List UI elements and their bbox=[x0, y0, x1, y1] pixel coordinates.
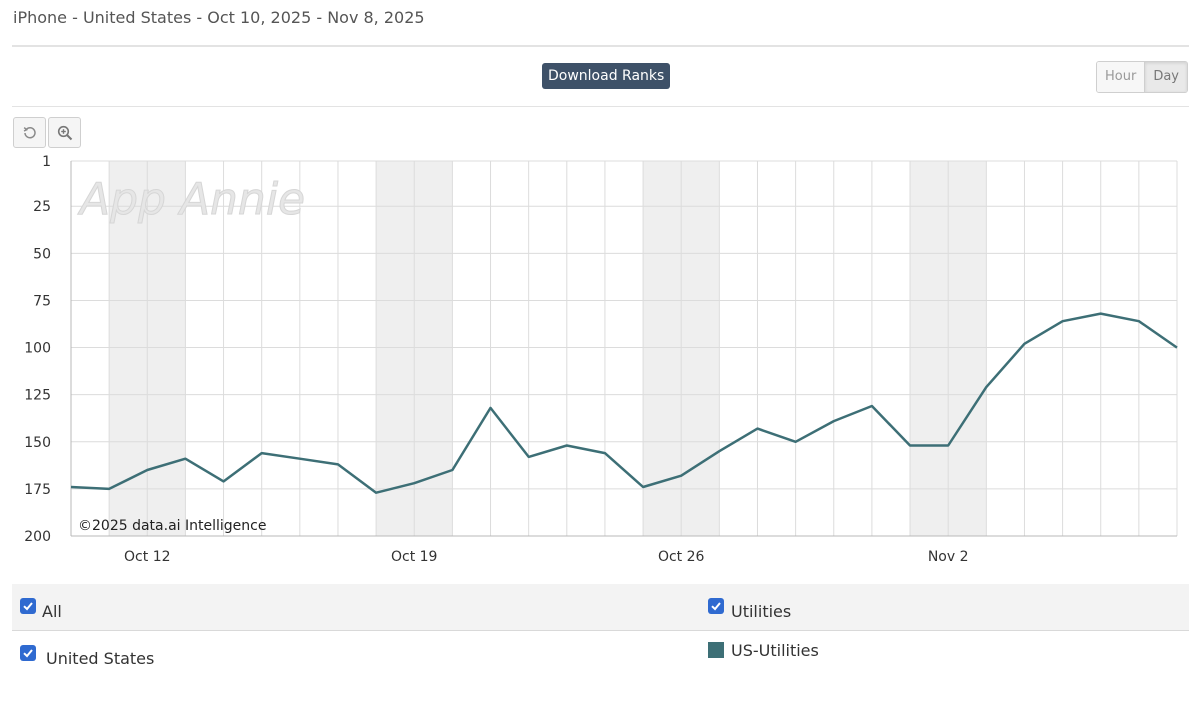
united-states-checkbox[interactable] bbox=[20, 645, 36, 661]
data-point bbox=[412, 481, 416, 485]
x-tick-label: Oct 12 bbox=[124, 549, 170, 565]
zoom-icon bbox=[57, 125, 72, 140]
united-states-label: United States bbox=[46, 649, 155, 668]
reset-icon bbox=[23, 126, 36, 138]
utilities-checkbox[interactable] bbox=[708, 598, 724, 614]
y-tick-label: 75 bbox=[33, 293, 51, 309]
legend-row-country: United States US-Utilities bbox=[12, 631, 1189, 677]
data-point bbox=[641, 485, 645, 489]
y-tick-label: 125 bbox=[24, 388, 51, 404]
legend-row-category: All Utilities bbox=[12, 584, 1189, 631]
data-point bbox=[565, 444, 569, 448]
x-tick-label: Oct 26 bbox=[658, 549, 705, 565]
y-tick-label: 50 bbox=[33, 246, 51, 262]
data-point bbox=[1099, 312, 1103, 316]
data-point bbox=[298, 457, 302, 461]
day-button[interactable]: Day bbox=[1144, 62, 1187, 92]
series-line bbox=[70, 312, 1178, 494]
data-point bbox=[717, 449, 721, 453]
y-tick-label: 1 bbox=[42, 154, 51, 170]
data-point bbox=[260, 451, 264, 455]
watermark: App Annie bbox=[77, 174, 305, 225]
data-point bbox=[527, 455, 531, 459]
download-ranks-button[interactable]: Download Ranks bbox=[542, 63, 671, 89]
zoom-button[interactable] bbox=[48, 117, 81, 148]
page-title: iPhone - United States - Oct 10, 2025 - … bbox=[13, 8, 425, 27]
data-point bbox=[107, 487, 111, 491]
x-tick-label: Oct 19 bbox=[391, 549, 437, 565]
data-point bbox=[984, 385, 988, 389]
data-point bbox=[603, 451, 607, 455]
data-point bbox=[145, 468, 149, 472]
chart-grid bbox=[70, 160, 1178, 537]
data-point bbox=[489, 406, 493, 410]
all-label: All bbox=[42, 602, 62, 621]
data-point bbox=[832, 419, 836, 423]
hour-button[interactable]: Hour bbox=[1097, 62, 1145, 92]
data-point bbox=[908, 444, 912, 448]
data-point bbox=[1061, 319, 1065, 323]
series-swatch bbox=[708, 642, 724, 658]
y-tick-label: 150 bbox=[24, 435, 51, 451]
y-tick-label: 200 bbox=[24, 529, 51, 545]
granularity-toggle[interactable]: Hour Day bbox=[1096, 61, 1188, 93]
reset-zoom-button[interactable] bbox=[13, 117, 46, 148]
data-point bbox=[450, 468, 454, 472]
x-tick-label: Nov 2 bbox=[928, 549, 969, 565]
data-point bbox=[1175, 346, 1179, 350]
data-point bbox=[336, 462, 340, 466]
data-point bbox=[870, 404, 874, 408]
data-point bbox=[794, 440, 798, 444]
data-point bbox=[69, 485, 73, 489]
data-point bbox=[946, 444, 950, 448]
series-label: US-Utilities bbox=[731, 641, 819, 660]
checkmark-icon bbox=[711, 602, 721, 611]
toolbar-divider bbox=[12, 106, 1189, 107]
series-layer bbox=[69, 312, 1179, 495]
checkmark-icon bbox=[23, 602, 33, 611]
data-point bbox=[1022, 342, 1026, 346]
y-tick-label: 175 bbox=[24, 482, 51, 498]
checkmark-icon bbox=[23, 649, 33, 658]
x-axis: Oct 12 Oct 19 Oct 26 Nov 2 bbox=[124, 549, 968, 565]
header-divider bbox=[12, 45, 1189, 47]
data-point bbox=[755, 427, 759, 431]
data-point bbox=[679, 474, 683, 478]
data-point bbox=[374, 491, 378, 495]
data-point bbox=[183, 457, 187, 461]
y-tick-label: 25 bbox=[33, 199, 51, 215]
all-checkbox[interactable] bbox=[20, 598, 36, 614]
data-point bbox=[1137, 319, 1141, 323]
utilities-label: Utilities bbox=[731, 602, 792, 621]
copyright-label: ©2025 data.ai Intelligence bbox=[78, 518, 266, 534]
y-tick-label: 100 bbox=[24, 341, 51, 357]
data-point bbox=[222, 479, 226, 483]
